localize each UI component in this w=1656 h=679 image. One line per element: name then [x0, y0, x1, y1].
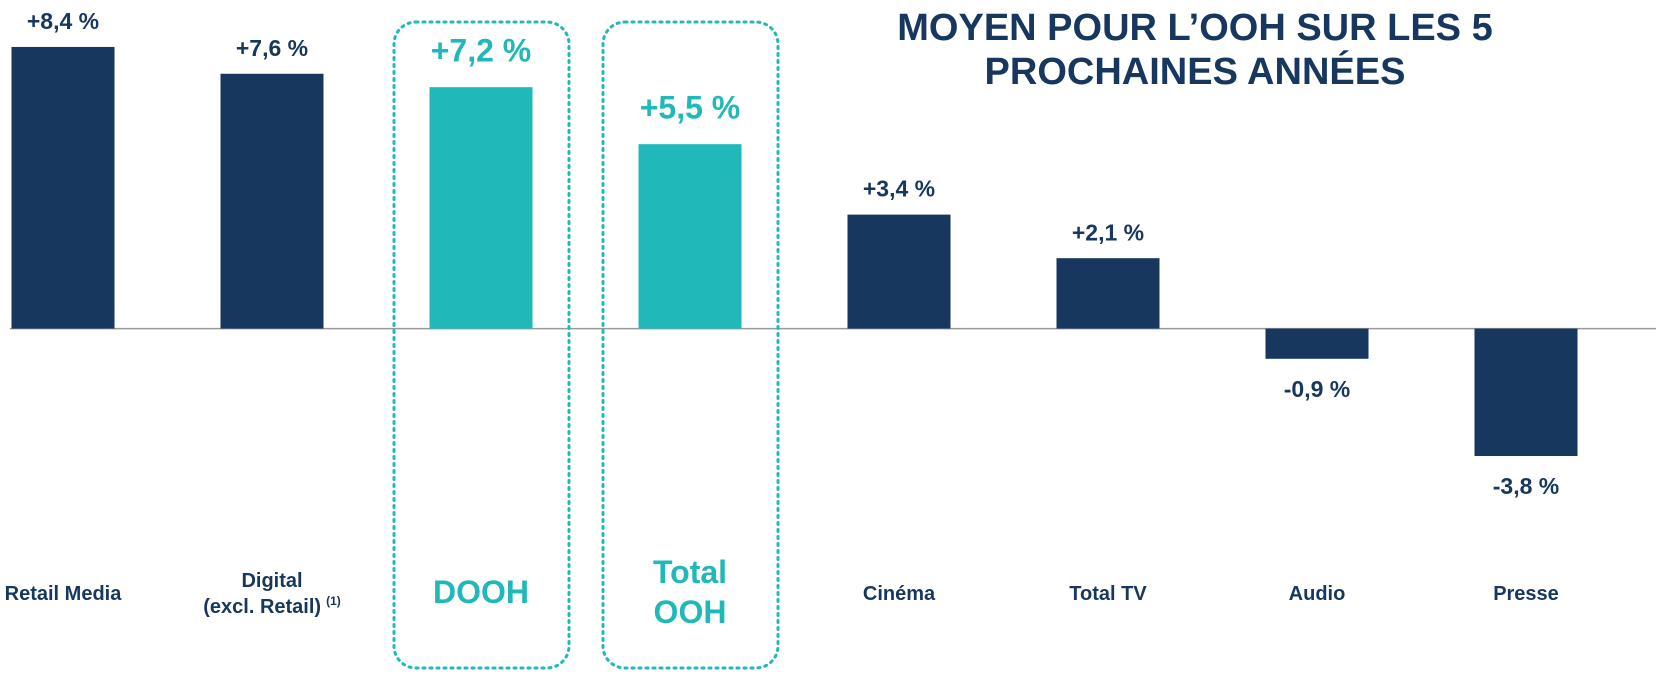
value-label: -3,8 % [1493, 473, 1559, 499]
x-tick-label: Total OOH [653, 554, 727, 630]
value-label: +8,4 % [27, 8, 99, 34]
bar [220, 73, 324, 329]
footnote-marker: (1) [326, 594, 341, 608]
value-label: -0,9 % [1284, 376, 1350, 402]
value-label: +3,4 % [863, 176, 935, 202]
bar [1474, 328, 1578, 457]
x-tick-label: Audio [1289, 583, 1346, 605]
x-tick-label: Digital (excl. Retail) (1) [203, 570, 341, 618]
x-tick-label: Presse [1493, 583, 1559, 605]
highlight-box [392, 20, 571, 670]
bar [11, 46, 115, 329]
value-label: +5,5 % [640, 90, 741, 126]
value-label: +7,6 % [236, 35, 308, 61]
bar [638, 144, 742, 329]
bar [847, 214, 951, 329]
x-tick-label: Cinéma [863, 583, 936, 605]
bar [1056, 258, 1160, 329]
bar [1265, 328, 1369, 359]
x-tick-label: Retail Media [5, 583, 123, 605]
x-tick-label: Total TV [1069, 583, 1147, 605]
value-label: +7,2 % [431, 33, 532, 69]
highlight-box [601, 20, 780, 670]
chart-title: MOYEN POUR L’OOH SUR LES 5 [897, 7, 1492, 49]
bar [429, 87, 533, 329]
chart-title: PROCHAINES ANNÉES [985, 49, 1406, 93]
value-label: +2,1 % [1072, 219, 1144, 245]
x-tick-label: DOOH [433, 574, 529, 610]
